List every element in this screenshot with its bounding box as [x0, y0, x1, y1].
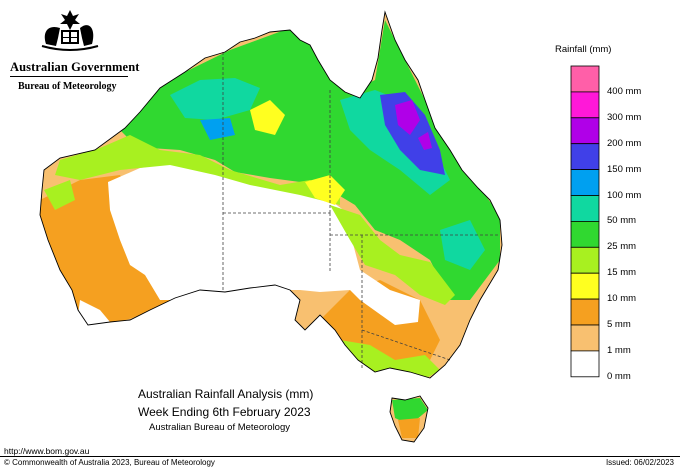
rain-zone-5-10mm-west	[40, 175, 175, 330]
state-borders	[222, 52, 498, 368]
legend-swatch	[570, 246, 600, 274]
legend-label: 1 mm	[607, 344, 631, 356]
rain-zone-15-25mm-band	[55, 135, 340, 205]
rain-zone-15-25mm-sw	[44, 180, 75, 210]
legend-label: 15 mm	[607, 267, 637, 279]
website-link[interactable]: http://www.bom.gov.au	[4, 446, 90, 456]
legend-label: 200 mm	[607, 137, 642, 149]
border-nsw-vic	[361, 329, 451, 361]
rain-zone-200-300mm-2	[418, 132, 432, 150]
coat-of-arms-icon	[41, 10, 99, 51]
legend-swatch	[570, 350, 600, 378]
rain-zone-5-10mm-tas	[398, 418, 420, 438]
legend-swatch	[570, 324, 600, 352]
mainland-coast	[39, 10, 503, 379]
legend-swatch	[570, 65, 600, 93]
legend-color-scale	[570, 65, 600, 378]
government-name: Australian Government	[10, 60, 140, 74]
rain-zone-10-15mm-2	[250, 100, 285, 135]
legend-label: 10 mm	[607, 293, 637, 305]
map-subtitle: Week Ending 6th February 2023	[138, 405, 311, 419]
logo-divider	[10, 76, 128, 77]
legend-label: 300 mm	[607, 111, 642, 123]
legend-label: 25 mm	[607, 241, 637, 253]
legend-swatch	[570, 91, 600, 119]
legend-swatch	[570, 220, 600, 248]
map-title: Australian Rainfall Analysis (mm)	[138, 387, 314, 401]
legend-label: 150 mm	[607, 163, 642, 175]
legend-title: Rainfall (mm)	[555, 44, 612, 55]
legend-label: 5 mm	[607, 319, 631, 330]
legend-label: 100 mm	[607, 189, 642, 201]
issued-date: Issued: 06/02/2023	[605, 458, 674, 467]
legend-swatch	[570, 298, 600, 326]
legend-swatch	[570, 117, 600, 145]
legend-label: 50 mm	[607, 215, 637, 227]
map-source: Australian Bureau of Meteorology	[149, 422, 290, 433]
footer-divider	[0, 456, 680, 457]
legend-label: 0 mm	[607, 370, 631, 382]
legend-swatch	[570, 195, 600, 222]
copyright-text: © Commonwealth of Australia 2023, Bureau…	[4, 458, 215, 467]
rain-zone-200-300mm	[395, 100, 420, 135]
coastline	[39, 10, 503, 443]
rain-zone-50-100mm-kimberley	[170, 78, 260, 120]
bureau-name: Bureau of Meteorology	[18, 81, 117, 92]
rain-zone-10-15mm-1	[305, 175, 345, 205]
rain-zone-dry-interior	[108, 160, 420, 325]
rain-zone-50-100mm-east	[440, 220, 485, 270]
rain-zone-15-25mm-east	[330, 205, 455, 305]
rain-zone-100-150mm-nt	[200, 118, 235, 140]
legend-swatch	[570, 143, 600, 170]
legend-swatch	[570, 169, 600, 196]
legend-swatch	[570, 272, 600, 300]
tasmania-coast	[389, 395, 429, 443]
rain-zone-25-50mm-tas	[392, 398, 428, 425]
legend-label: 400 mm	[607, 85, 642, 97]
